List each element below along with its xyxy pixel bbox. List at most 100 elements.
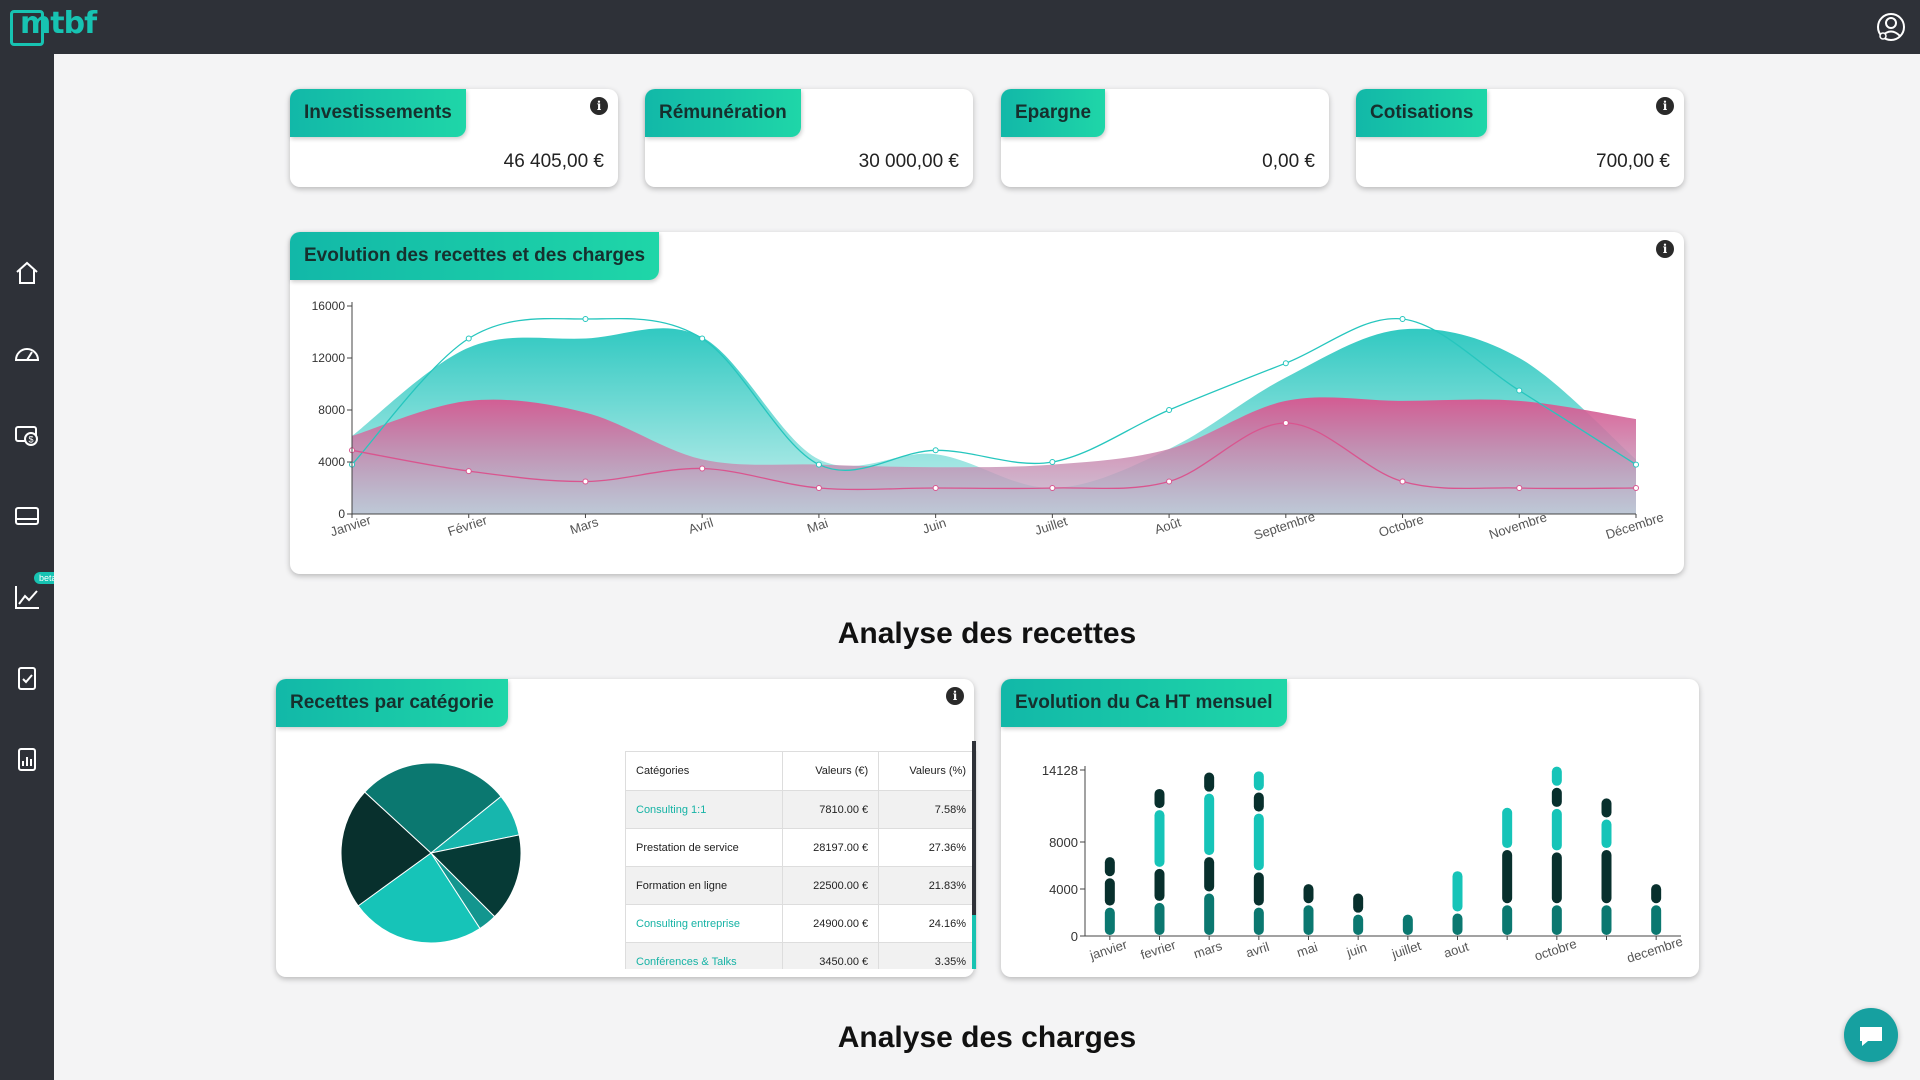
x-tick-label: Mars (568, 514, 601, 537)
bar-segment (1601, 850, 1612, 904)
bar-segment (1353, 914, 1364, 935)
category-name-cell[interactable]: Conférences & Talks (625, 942, 784, 969)
main-content: Investissements i 46 405,00 € Rémunérati… (54, 54, 1920, 1080)
mtbf-logo[interactable]: mtbf (8, 6, 98, 48)
bar-segment (1253, 771, 1264, 791)
home-icon[interactable] (12, 258, 42, 288)
pie-slice (429, 834, 522, 918)
table-row[interactable]: Consulting 1:1 7810.00 €7.58% (625, 790, 977, 829)
category-value-cell: 28197.00 € (782, 828, 880, 867)
info-icon[interactable]: i (946, 687, 964, 705)
section-title-recettes: Analyse des recettes (837, 617, 1137, 650)
data-point (1633, 485, 1639, 491)
data-point (1516, 485, 1523, 491)
table-row[interactable]: Prestation de service 28197.00 €27.36% (625, 828, 977, 867)
kpi-title: Rémunération (645, 89, 801, 137)
chat-bubble-icon (1860, 1027, 1882, 1046)
kpi-card-epargne: Epargne 0,00 € (1001, 89, 1329, 187)
data-point (1633, 461, 1639, 468)
area-series-1 (352, 397, 1636, 514)
y-tick-label: 8000 (1049, 835, 1078, 850)
bar-segment (1551, 808, 1562, 851)
bar-segment (1651, 905, 1662, 935)
bar-segment (1502, 905, 1513, 935)
x-tick-label: juillet (1389, 938, 1423, 962)
report-icon[interactable] (12, 744, 42, 774)
line-series-3 (351, 422, 1637, 491)
info-icon[interactable]: i (1656, 97, 1674, 115)
bar-segment (1204, 793, 1215, 856)
kpi-card-investissements: Investissements i 46 405,00 € (290, 89, 618, 187)
data-point (699, 335, 706, 342)
recettes-categorie-title: Recettes par catégorie (276, 679, 508, 727)
header-valeurs-eur[interactable]: Valeurs (€) (782, 751, 880, 791)
dashboard-gauge-icon[interactable] (12, 339, 42, 369)
pie-slice (340, 791, 432, 907)
kpi-card-remuneration: Rémunération 30 000,00 € (645, 89, 973, 187)
category-value-cell: 24900.00 € (782, 904, 880, 943)
bar-segment (1551, 787, 1562, 807)
header-valeurs-pct[interactable]: Valeurs (%) (878, 751, 977, 791)
table-row[interactable]: Consulting entreprise 24900.00 €24.16% (625, 904, 977, 943)
categories-table: Catégories Valeurs (€) Valeurs (%) Consu… (625, 751, 977, 969)
kpi-title: Cotisations (1356, 89, 1488, 137)
y-tick-label: 14128 (1042, 763, 1078, 778)
bar-segment (1253, 792, 1264, 812)
data-point (465, 335, 472, 342)
kpi-card-cotisations: Cotisations i 700,00 € (1356, 89, 1684, 187)
data-point (932, 485, 939, 491)
table-scrollbar-thumb[interactable] (972, 915, 976, 969)
category-pct-cell: 7.58% (878, 790, 977, 829)
x-tick-label: mars (1192, 938, 1225, 961)
y-tick-label: 12000 (312, 351, 346, 365)
table-row[interactable]: Formation en ligne 22500.00 €21.83% (625, 866, 977, 905)
kpi-title: Investissements (290, 89, 466, 137)
table-row[interactable]: Conférences & Talks 3450.00 €3.35% (625, 942, 977, 969)
bar-segment (1452, 871, 1463, 912)
category-value-cell: 22500.00 € (782, 866, 880, 905)
table-scrollbar[interactable] (972, 741, 976, 969)
svg-text:$: $ (29, 435, 34, 445)
y-tick-label: 0 (338, 507, 345, 521)
category-value-cell: 7810.00 € (782, 790, 880, 829)
data-point (932, 447, 939, 454)
categories-table-wrap[interactable]: Catégories Valeurs (€) Valeurs (%) Consu… (625, 751, 979, 969)
sidebar: $ beta (0, 54, 62, 1080)
category-value-cell: 3450.00 € (782, 942, 880, 969)
card-icon[interactable] (12, 501, 42, 531)
user-account-icon[interactable] (1876, 12, 1906, 42)
info-icon[interactable]: i (590, 97, 608, 115)
category-name-cell[interactable]: Consulting entreprise (625, 904, 784, 943)
money-icon[interactable]: $ (12, 420, 42, 450)
bar-segment (1253, 872, 1264, 906)
data-point (699, 465, 706, 472)
ca-mensuel-card: Evolution du Ca HT mensuel 14128 8000 4000… (1001, 679, 1699, 977)
x-tick-label: mai (1295, 939, 1320, 960)
checklist-icon[interactable] (12, 663, 42, 693)
bar-segment (1104, 878, 1115, 906)
info-icon[interactable]: i (1656, 240, 1674, 258)
bar-segment (1154, 902, 1165, 935)
x-tick-label: decembre (1625, 934, 1685, 966)
x-tick-label: Août (1153, 514, 1183, 537)
data-point (1282, 420, 1289, 426)
bar-segment (1204, 893, 1215, 935)
chat-button[interactable] (1844, 1008, 1898, 1062)
category-name-cell: Prestation de service (625, 828, 784, 867)
bar-segment (1601, 905, 1612, 935)
data-point (1049, 485, 1056, 491)
x-tick-label: janvier (1087, 936, 1130, 963)
category-name-cell[interactable]: Consulting 1:1 (625, 790, 784, 829)
data-point (1516, 387, 1523, 394)
header-categories[interactable]: Catégories (625, 751, 784, 791)
data-point (582, 316, 589, 322)
bar-segment (1154, 868, 1165, 901)
data-point (1166, 407, 1173, 413)
analytics-nav[interactable]: beta (12, 572, 62, 612)
kpi-value: 46 405,00 € (503, 151, 604, 172)
bar-segment (1104, 907, 1115, 935)
bar-segment (1551, 852, 1562, 904)
data-point (815, 485, 822, 491)
top-bar: mtbf (0, 0, 1920, 54)
category-pct-cell: 24.16% (878, 904, 977, 943)
